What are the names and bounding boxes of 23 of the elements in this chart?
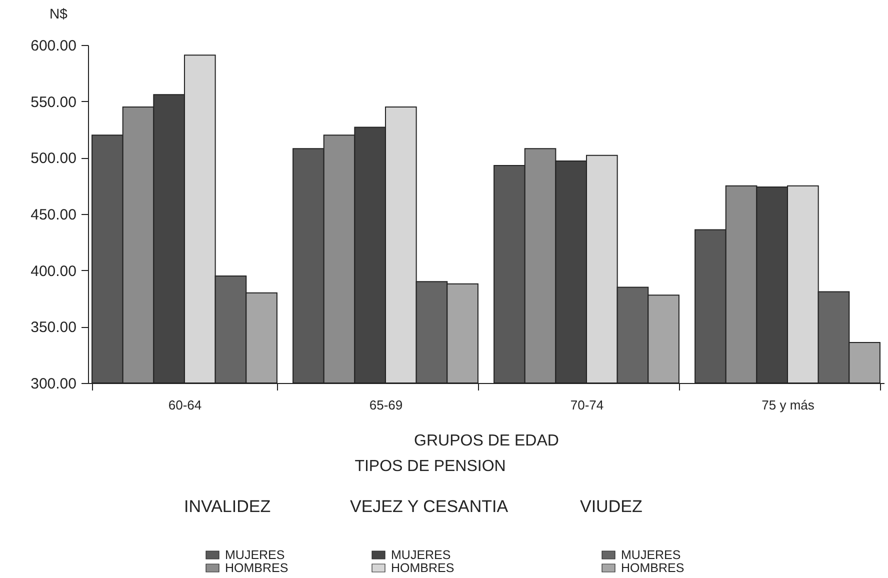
y-tick-label: 400.00 — [30, 262, 76, 280]
legend-label: MUJERES — [225, 548, 285, 562]
y-axis-title: N$ — [50, 6, 68, 22]
y-tick-label: 450.00 — [30, 206, 76, 224]
legend-label: HOMBRES — [621, 561, 684, 575]
legend-label: HOMBRES — [225, 561, 288, 575]
legend-label: MUJERES — [621, 548, 681, 562]
text: VEJEZ Y CESANTIA — [350, 497, 509, 516]
y-tick-label: 600.00 — [30, 38, 76, 54]
x-tick-label: 70-74 — [570, 398, 604, 412]
legend-label: HOMBRES — [391, 561, 454, 575]
y-tick-label: 300.00 — [30, 376, 76, 392]
x-tick-label: 60-64 — [168, 398, 202, 412]
x-tick-label: 65-69 — [369, 398, 403, 412]
legend-label: MUJERES — [391, 548, 451, 562]
text: INVALIDEZ — [184, 497, 271, 516]
y-tick-label: 350.00 — [30, 319, 76, 336]
y-tick-label: 550.00 — [30, 94, 76, 111]
y-tick-label: 500.00 — [30, 150, 76, 168]
x-axis-title: GRUPOS DE EDAD — [414, 432, 559, 450]
x-tick-label: 75 y más — [762, 398, 815, 412]
legend-title: TIPOS DE PENSION — [354, 458, 506, 475]
text: VIUDEZ — [580, 497, 642, 516]
